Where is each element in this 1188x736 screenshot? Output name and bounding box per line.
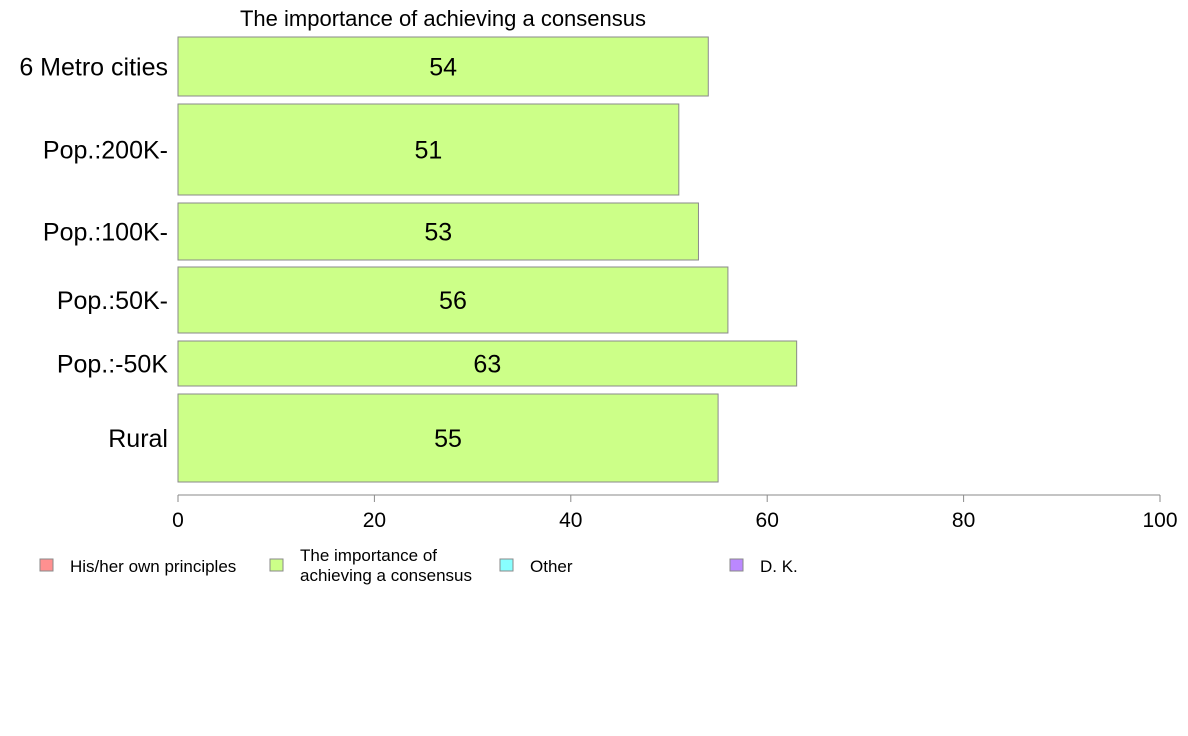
- category-label: Pop.:50K-: [57, 287, 168, 315]
- bar: [177, 202, 699, 261]
- x-tick-label: 40: [559, 509, 582, 532]
- bars: 54 6 Metro cities 51 Pop.:200K- 53 Pop.:100K-…: [19, 36, 798, 483]
- bar: [177, 103, 680, 196]
- category-label: 6 Metro cities: [19, 54, 168, 82]
- x-axis: 0 20 40 60 80 100: [172, 494, 1178, 532]
- legend-label: achieving a consensus: [300, 566, 472, 585]
- legend-swatch: [39, 558, 54, 572]
- legend-label: Other: [530, 557, 573, 576]
- category-label: Pop.:100K-: [43, 219, 168, 247]
- bar-value-label: 63: [473, 351, 501, 379]
- category-label: Pop.:-50K: [57, 351, 169, 379]
- legend-label: The importance of: [300, 546, 437, 565]
- bar: [177, 340, 798, 387]
- bar: [177, 266, 729, 334]
- bar-value-label: 55: [434, 425, 462, 453]
- x-tick-label: 80: [952, 509, 975, 532]
- legend-label: D. K.: [760, 557, 798, 576]
- bar-value-label: 56: [439, 287, 467, 315]
- bar: [177, 393, 719, 483]
- bar-value-label: 51: [415, 137, 443, 165]
- legend-swatch: [729, 558, 744, 572]
- x-tick-label: 60: [756, 509, 779, 532]
- legend-label: His/her own principles: [70, 557, 236, 576]
- legend: His/her own principles The importance ofa…: [39, 546, 798, 585]
- x-tick-label: 20: [363, 509, 386, 532]
- bar: [177, 36, 709, 97]
- bar-value-label: 53: [424, 219, 452, 247]
- x-tick-label: 100: [1142, 509, 1177, 532]
- x-tick-label: 0: [172, 509, 184, 532]
- category-label: Rural: [108, 425, 168, 453]
- legend-swatch: [499, 558, 514, 572]
- legend-swatch: [269, 558, 284, 572]
- category-label: Pop.:200K-: [43, 137, 168, 165]
- chart-title: The importance of achieving a consensus: [240, 6, 646, 31]
- bar-value-label: 54: [429, 54, 457, 82]
